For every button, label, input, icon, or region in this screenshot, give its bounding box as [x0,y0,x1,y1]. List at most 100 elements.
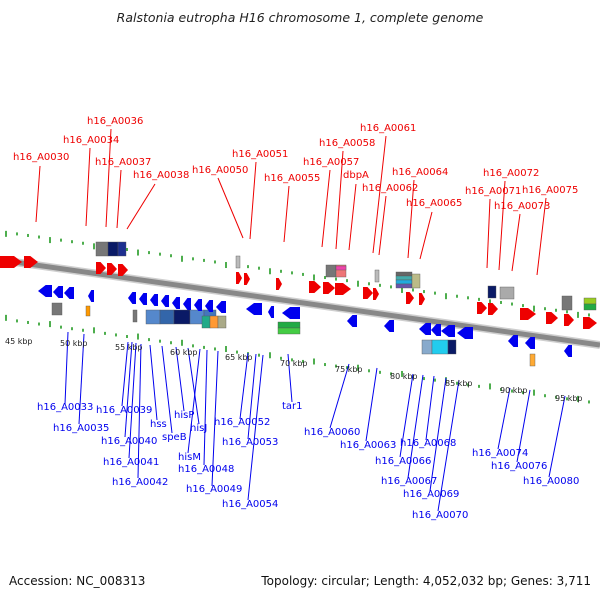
reverse-gene-arrow[interactable] [183,298,191,310]
gene-label-speb[interactable]: speB [162,432,187,443]
reverse-gene-arrow[interactable] [53,286,63,298]
reverse-gene-arrow[interactable] [441,325,455,337]
forward-gene-arrow[interactable] [363,287,373,299]
gene-label-h16_a0033[interactable]: h16_A0033 [37,402,93,413]
gene-leader-line [175,346,185,412]
reverse-gene-arrow[interactable] [246,303,262,315]
gene-label-hisj[interactable]: hisJ [190,423,207,434]
gene-label-h16_a0051[interactable]: h16_A0051 [232,149,288,160]
gene-label-h16_a0037[interactable]: h16_A0037 [95,157,151,168]
reverse-gene-arrow[interactable] [268,306,274,318]
gene-label-h16_a0071[interactable]: h16_A0071 [465,186,521,197]
gene-label-h16_a0050[interactable]: h16_A0050 [192,165,248,176]
gene-leader-line [437,379,460,512]
gene-label-h16_a0064[interactable]: h16_A0064 [392,167,448,178]
feature-block [325,264,337,278]
gene-label-h16_a0075[interactable]: h16_A0075 [522,185,578,196]
gene-label-h16_a0039[interactable]: h16_A0039 [96,405,152,416]
reverse-gene-arrow[interactable] [161,295,169,307]
gene-label-h16_a0060[interactable]: h16_A0060 [304,427,360,438]
gene-label-hisp[interactable]: hisP [174,410,194,421]
gene-label-h16_a0040[interactable]: h16_A0040 [101,436,157,447]
reverse-gene-arrow[interactable] [419,323,431,335]
forward-gene-arrow[interactable] [546,312,558,324]
forward-gene-arrow[interactable] [373,288,379,300]
reverse-gene-arrow[interactable] [508,335,518,347]
reverse-gene-arrow[interactable] [457,327,473,339]
gene-label-h16_a0048[interactable]: h16_A0048 [178,464,234,475]
gene-label-h16_a0049[interactable]: h16_A0049 [186,484,242,495]
forward-gene-arrow[interactable] [335,283,351,295]
reverse-gene-arrow[interactable] [205,300,213,312]
reverse-gene-arrow[interactable] [564,345,572,357]
forward-gene-arrow[interactable] [107,263,117,275]
forward-gene-arrow[interactable] [96,262,106,274]
feature-block [335,264,347,278]
gene-label-h16_a0034[interactable]: h16_A0034 [63,135,119,146]
reverse-gene-arrow[interactable] [347,315,357,327]
gene-label-h16_a0057[interactable]: h16_A0057 [303,157,359,168]
reverse-gene-arrow[interactable] [172,297,180,309]
reverse-gene-arrow[interactable] [194,299,202,311]
reverse-gene-arrow[interactable] [384,320,394,332]
gene-label-h16_a0054[interactable]: h16_A0054 [222,499,278,510]
gene-label-dbpa[interactable]: dbpA [343,170,369,181]
forward-gene-arrow[interactable] [564,314,574,326]
gene-leader-line [249,161,257,240]
reverse-gene-arrow[interactable] [64,287,74,299]
gene-label-h16_a0080[interactable]: h16_A0080 [523,476,579,487]
gene-label-h16_a0068[interactable]: h16_A0068 [400,438,456,449]
gene-label-h16_a0063[interactable]: h16_A0063 [340,440,396,451]
gene-label-h16_a0038[interactable]: h16_A0038 [133,170,189,181]
forward-gene-arrow[interactable] [276,278,282,290]
gene-label-h16_a0041[interactable]: h16_A0041 [103,457,159,468]
gene-label-h16_a0074[interactable]: h16_A0074 [472,448,528,459]
forward-gene-arrow[interactable] [244,273,250,285]
forward-gene-arrow[interactable] [583,317,597,329]
reverse-gene-arrow[interactable] [525,337,535,349]
gene-label-h16_a0053[interactable]: h16_A0053 [222,437,278,448]
reverse-gene-arrow[interactable] [282,307,300,319]
forward-gene-arrow[interactable] [24,256,38,268]
gene-label-h16_a0066[interactable]: h16_A0066 [375,456,431,467]
gene-label-h16_a0072[interactable]: h16_A0072 [483,168,539,179]
gene-label-tar1[interactable]: tar1 [282,401,303,412]
gene-label-h16_a0052[interactable]: h16_A0052 [214,417,270,428]
reverse-gene-arrow[interactable] [431,324,441,336]
gene-label-h16_a0067[interactable]: h16_A0067 [381,476,437,487]
gene-label-h16_a0062[interactable]: h16_A0062 [362,183,418,194]
gene-label-h16_a0058[interactable]: h16_A0058 [319,138,375,149]
gene-label-h16_a0036[interactable]: h16_A0036 [87,116,143,127]
gene-label-h16_a0070[interactable]: h16_A0070 [412,510,468,521]
forward-gene-arrow[interactable] [323,282,335,294]
gene-label-h16_a0061[interactable]: h16_A0061 [360,123,416,134]
forward-gene-arrow[interactable] [520,308,536,320]
reverse-gene-arrow[interactable] [150,294,158,306]
gene-label-h16_a0042[interactable]: h16_A0042 [112,477,168,488]
reverse-gene-arrow[interactable] [139,293,147,305]
gene-label-h16_a0030[interactable]: h16_A0030 [13,152,69,163]
forward-gene-arrow[interactable] [488,303,498,315]
forward-gene-arrow[interactable] [309,281,321,293]
gene-label-h16_a0035[interactable]: h16_A0035 [53,423,109,434]
reverse-gene-arrow[interactable] [88,290,94,302]
gene-label-hss[interactable]: hss [150,419,167,430]
reverse-gene-arrow[interactable] [38,285,52,297]
gene-label-h16_a0073[interactable]: h16_A0073 [494,201,550,212]
forward-gene-arrow[interactable] [118,264,128,276]
forward-gene-arrow[interactable] [477,302,487,314]
forward-gene-arrow[interactable] [0,256,22,268]
gene-leader-line [85,147,91,227]
gene-label-hism[interactable]: hisM [178,452,201,463]
forward-gene-arrow[interactable] [406,292,414,304]
gene-label-h16_a0055[interactable]: h16_A0055 [264,173,320,184]
gene-label-h16_a0076[interactable]: h16_A0076 [491,461,547,472]
reverse-gene-arrow[interactable] [216,301,226,313]
gene-leader-line [126,183,156,230]
forward-gene-arrow[interactable] [419,293,425,305]
forward-gene-arrow[interactable] [236,272,242,284]
reverse-gene-arrow[interactable] [128,292,136,304]
gene-label-h16_a0065[interactable]: h16_A0065 [406,198,462,209]
gene-label-h16_a0069[interactable]: h16_A0069 [403,489,459,500]
